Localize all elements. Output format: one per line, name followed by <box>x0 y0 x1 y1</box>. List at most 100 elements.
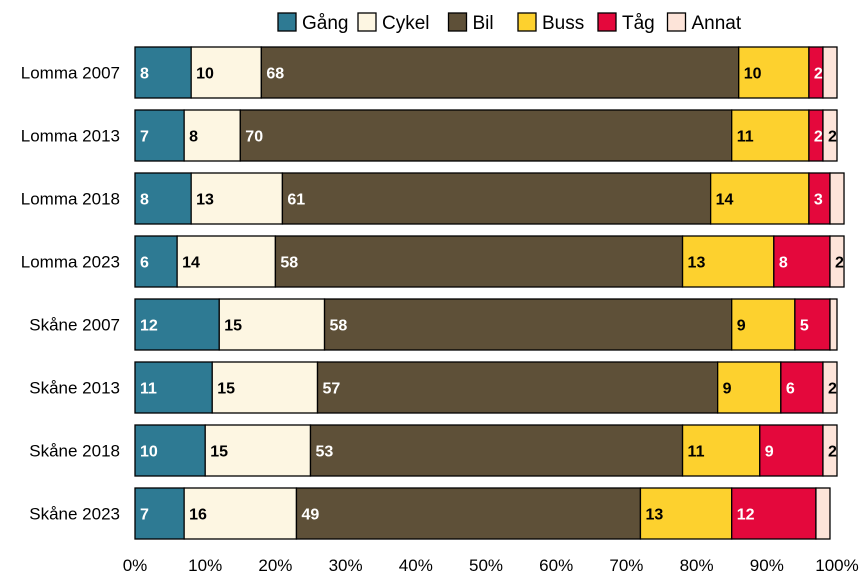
x-tick-label: 10% <box>188 556 222 575</box>
data-label-bil-skane-2013: 57 <box>323 381 341 398</box>
data-label-bil-lomma-2007: 68 <box>266 66 284 83</box>
x-tick-label: 70% <box>609 556 643 575</box>
data-label-buss-skane-2023: 13 <box>645 507 663 524</box>
bar-cykel-lomma-2013 <box>183 109 241 162</box>
data-label-tag-skane-2018: 9 <box>765 444 774 461</box>
legend-label-buss: Buss <box>542 13 584 34</box>
x-tick-label: 80% <box>680 556 714 575</box>
bar-cykel-skane-2013 <box>211 361 319 414</box>
data-label-cykel-skane-2013: 15 <box>217 381 235 398</box>
data-label-gang-lomma-2007: 8 <box>140 66 149 83</box>
bar-cykel-lomma-2007 <box>190 46 263 99</box>
bar-buss-skane-2018 <box>681 424 761 477</box>
data-label-gang-skane-2018: 10 <box>140 444 158 461</box>
bar-bil-skane-2018 <box>309 424 684 477</box>
data-label-bil-lomma-2018: 61 <box>287 192 305 209</box>
data-label-tag-skane-2013: 6 <box>786 381 795 398</box>
bar-annat-lomma-2007 <box>822 46 838 99</box>
data-label-gang-lomma-2023: 6 <box>140 255 149 272</box>
data-label-annat-lomma-2023: 2 <box>835 255 844 272</box>
data-label-buss-skane-2013: 9 <box>723 381 732 398</box>
bar-gang-lomma-2007 <box>134 46 192 99</box>
data-label-cykel-skane-2018: 15 <box>210 444 228 461</box>
bar-bil-lomma-2007 <box>260 46 740 99</box>
data-label-cykel-lomma-2007: 10 <box>196 66 214 83</box>
bar-bil-lomma-2023 <box>274 235 684 288</box>
data-label-bil-skane-2018: 53 <box>316 444 334 461</box>
bar-gang-skane-2007 <box>134 298 220 351</box>
legend-swatch-gang <box>277 12 297 32</box>
bar-annat-lomma-2013 <box>822 109 838 162</box>
x-tick-label: 30% <box>329 556 363 575</box>
legend-swatch-annat <box>666 12 687 32</box>
bar-cykel-skane-2023 <box>183 487 298 540</box>
bar-tag-lomma-2023 <box>773 235 831 288</box>
bar-cykel-lomma-2018 <box>190 172 284 225</box>
data-label-buss-lomma-2023: 13 <box>688 255 706 272</box>
bar-buss-lomma-2007 <box>738 46 810 99</box>
bar-annat-skane-2007 <box>829 298 838 351</box>
data-label-bil-lomma-2013: 70 <box>245 129 263 146</box>
data-label-gang-lomma-2018: 8 <box>140 192 149 209</box>
bar-buss-lomma-2018 <box>709 172 810 225</box>
legend-label-gang: Gång <box>302 13 348 34</box>
bar-gang-skane-2018 <box>134 424 206 477</box>
legend-swatch-buss <box>517 12 537 32</box>
data-label-tag-lomma-2013: 2 <box>814 129 823 146</box>
bar-tag-skane-2023 <box>731 487 817 540</box>
legend-label-cykel: Cykel <box>382 13 430 34</box>
bar-gang-lomma-2018 <box>134 172 192 225</box>
data-label-bil-lomma-2023: 58 <box>280 255 298 272</box>
legend-label-tag: Tåg <box>622 13 655 34</box>
bar-buss-skane-2013 <box>717 361 782 414</box>
legend-swatch-cykel <box>357 12 377 32</box>
data-label-gang-skane-2007: 12 <box>140 318 158 335</box>
bar-gang-lomma-2013 <box>134 109 185 162</box>
data-label-bil-skane-2023: 49 <box>301 507 319 524</box>
bar-annat-skane-2013 <box>822 361 838 414</box>
data-label-tag-skane-2007: 5 <box>800 318 809 335</box>
bar-buss-skane-2023 <box>639 487 733 540</box>
bar-bil-lomma-2013 <box>239 109 733 162</box>
data-label-annat-lomma-2013: 2 <box>828 129 837 146</box>
data-label-tag-lomma-2023: 8 <box>779 255 788 272</box>
data-label-cykel-lomma-2013: 8 <box>189 129 198 146</box>
legend-label-annat: Annat <box>692 13 742 34</box>
category-label-skane-2023: Skåne 2023 <box>29 505 120 524</box>
data-label-gang-skane-2023: 7 <box>140 507 149 524</box>
data-label-cykel-lomma-2023: 14 <box>182 255 200 272</box>
data-label-gang-lomma-2013: 7 <box>140 129 149 146</box>
x-tick-label: 50% <box>469 556 503 575</box>
x-tick-label: 40% <box>399 556 433 575</box>
category-label-lomma-2023: Lomma 2023 <box>21 253 120 272</box>
bar-cykel-skane-2007 <box>218 298 326 351</box>
data-label-cykel-lomma-2018: 13 <box>196 192 214 209</box>
x-tick-label: 90% <box>750 556 784 575</box>
category-label-skane-2013: Skåne 2013 <box>29 379 120 398</box>
plot-area: 8 10 68 10 27 8 70 11 2 28 13 61 14 36 14 58 13 8 212 15 58 9… <box>134 46 845 540</box>
data-label-bil-skane-2007: 58 <box>330 318 348 335</box>
data-label-buss-lomma-2013: 11 <box>737 129 754 146</box>
bar-annat-lomma-2018 <box>829 172 845 225</box>
bar-tag-skane-2013 <box>780 361 824 414</box>
data-label-cykel-skane-2023: 16 <box>189 507 207 524</box>
bar-annat-skane-2018 <box>822 424 838 477</box>
bar-gang-lomma-2023 <box>134 235 178 288</box>
data-label-annat-skane-2018: 2 <box>828 444 837 461</box>
x-tick-label: 100% <box>815 556 858 575</box>
category-axis: Lomma 2007 Lomma 2013 Lomma 2018 Lomma 2023… <box>21 64 120 524</box>
bar-bil-skane-2013 <box>316 361 719 414</box>
bar-annat-lomma-2023 <box>829 235 845 288</box>
data-label-tag-lomma-2018: 3 <box>814 192 823 209</box>
bar-tag-skane-2007 <box>794 298 831 351</box>
legend-swatch-bil <box>447 12 468 32</box>
x-tick-label: 0% <box>123 556 148 575</box>
data-label-tag-lomma-2007: 2 <box>814 66 823 83</box>
data-label-annat-skane-2013: 2 <box>828 381 837 398</box>
bar-annat-skane-2023 <box>815 487 831 540</box>
data-label-buss-lomma-2007: 10 <box>744 66 762 83</box>
bar-buss-lomma-2013 <box>731 109 810 162</box>
bar-bil-lomma-2018 <box>281 172 712 225</box>
bar-gang-skane-2013 <box>134 361 213 414</box>
